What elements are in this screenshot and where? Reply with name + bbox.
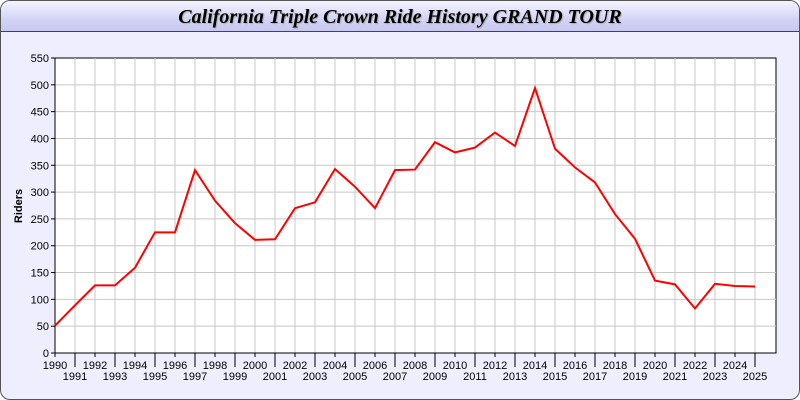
x-tick-label: 2000 [243, 360, 267, 372]
y-tick-label: 0 [43, 348, 49, 360]
grid [55, 58, 776, 353]
x-tick-label: 2017 [583, 371, 607, 383]
x-tick-label: 1990 [43, 360, 67, 372]
x-tick-label: 2025 [743, 371, 767, 383]
x-tick-label: 1996 [163, 360, 187, 372]
y-tick-label: 450 [31, 107, 49, 119]
y-tick-label: 250 [31, 214, 49, 226]
x-tick-label: 2016 [563, 360, 587, 372]
x-tick-label: 1993 [103, 371, 127, 383]
x-tick-label: 1991 [63, 371, 87, 383]
y-tick-label: 200 [31, 241, 49, 253]
x-tick-label: 2008 [403, 360, 427, 372]
y-tick-label: 50 [37, 321, 49, 333]
y-tick-label: 350 [31, 160, 49, 172]
x-tick-label: 2004 [323, 360, 347, 372]
y-tick-label: 500 [31, 80, 49, 92]
x-tick-label: 2003 [303, 371, 327, 383]
x-tick-label: 2018 [603, 360, 627, 372]
chart-title: California Triple Crown Ride History GRA… [178, 6, 622, 28]
x-tick-label: 2005 [343, 371, 367, 383]
x-tick-label: 1994 [123, 360, 147, 372]
x-tick-label: 2001 [263, 371, 287, 383]
x-tick-label: 2006 [363, 360, 387, 372]
x-tick-label: 2010 [443, 360, 467, 372]
y-tick-label: 300 [31, 187, 49, 199]
y-tick-label: 400 [31, 133, 49, 145]
x-tick-label: 1992 [83, 360, 107, 372]
y-tick-label: 550 [31, 53, 49, 65]
axes: 1990199119921993199419951996199719981999… [31, 53, 776, 383]
x-tick-label: 2011 [463, 371, 487, 383]
y-tick-label: 100 [31, 294, 49, 306]
series-line [54, 84, 756, 327]
x-tick-label: 2020 [643, 360, 667, 372]
x-tick-label: 2014 [523, 360, 547, 372]
x-tick-label: 2012 [483, 360, 507, 372]
x-tick-label: 2024 [723, 360, 747, 372]
x-tick-label: 1995 [143, 371, 167, 383]
x-tick-label: 1999 [223, 371, 247, 383]
x-tick-label: 2015 [543, 371, 567, 383]
x-tick-label: 2019 [623, 371, 647, 383]
x-tick-label: 2007 [383, 371, 407, 383]
y-axis-label: Riders [13, 189, 25, 223]
y-tick-label: 150 [31, 268, 49, 280]
title-bar: California Triple Crown Ride History GRA… [1, 1, 799, 32]
x-tick-label: 2002 [283, 360, 307, 372]
x-tick-label: 2013 [503, 371, 527, 383]
x-tick-label: 2009 [423, 371, 447, 383]
x-tick-label: 1997 [183, 371, 207, 383]
x-tick-label: 1998 [203, 360, 227, 372]
x-tick-label: 2022 [683, 360, 707, 372]
x-tick-label: 2021 [663, 371, 687, 383]
x-tick-label: 2023 [703, 371, 727, 383]
